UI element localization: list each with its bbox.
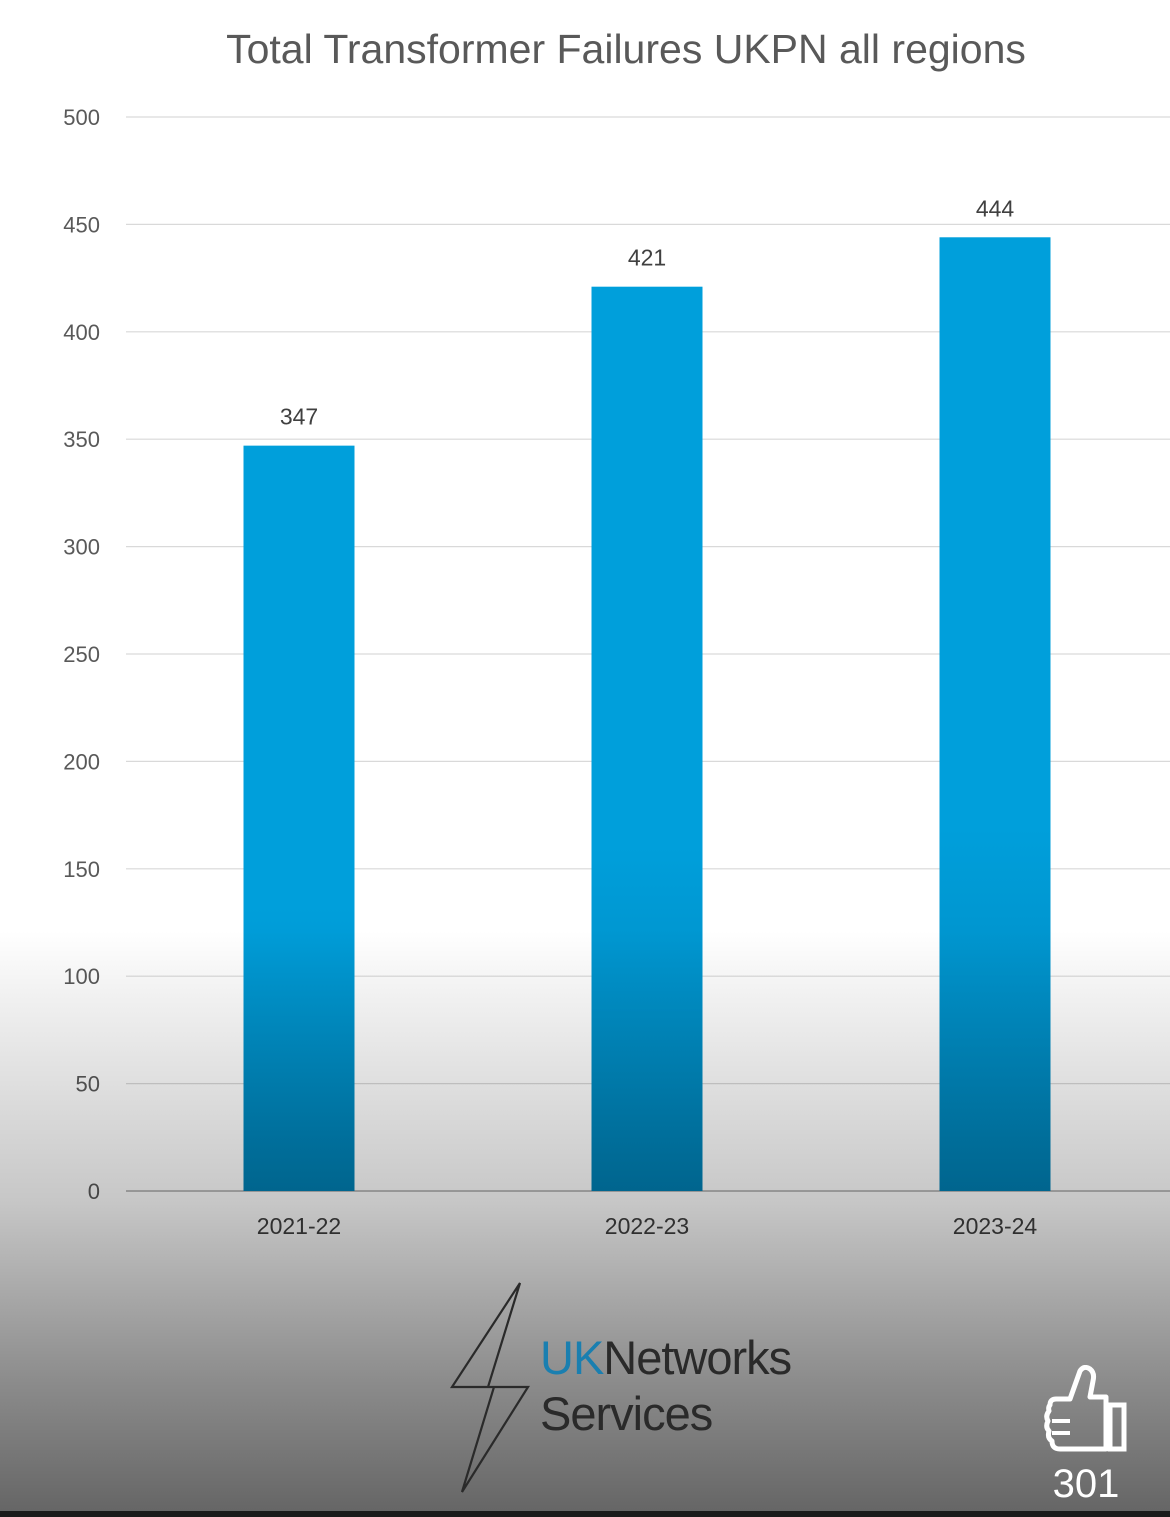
data-label-2021-22: 347 xyxy=(280,404,318,430)
y-tick-label-450: 450 xyxy=(63,212,100,237)
bar-2023-24 xyxy=(939,237,1051,1192)
brand-name-line2: Services xyxy=(540,1387,713,1440)
like-count: 301 xyxy=(1052,1462,1120,1506)
y-tick-label-150: 150 xyxy=(63,857,100,882)
bar-2021-22 xyxy=(243,445,355,1191)
bar-2022-23 xyxy=(591,286,703,1191)
y-tick-label-50: 50 xyxy=(76,1072,100,1097)
y-tick-label-250: 250 xyxy=(63,642,100,667)
data-label-2022-23: 421 xyxy=(628,245,666,271)
y-tick-label-500: 500 xyxy=(63,105,100,130)
x-tick-label-2022-23: 2022-23 xyxy=(605,1213,689,1239)
y-tick-label-300: 300 xyxy=(63,535,100,560)
y-tick-label-100: 100 xyxy=(63,964,100,989)
x-tick-label-2021-22: 2021-22 xyxy=(257,1213,341,1239)
brand-name-line1: UKNetworks xyxy=(540,1330,792,1385)
y-tick-label-0: 0 xyxy=(88,1179,100,1204)
y-tick-label-400: 400 xyxy=(63,320,100,345)
brand-uk: UK xyxy=(540,1331,604,1384)
thumbs-up-icon[interactable] xyxy=(1040,1365,1134,1455)
x-tick-label-2023-24: 2023-24 xyxy=(953,1213,1038,1239)
brand-networks: Networks xyxy=(603,1331,792,1384)
bar-chart: 0 50 100 150 200 250 300 350 400 450 500 347 2021-22… xyxy=(63,105,1170,1239)
data-label-2023-24: 444 xyxy=(976,195,1015,221)
y-tick-label-350: 350 xyxy=(63,427,100,452)
y-tick-label-200: 200 xyxy=(63,749,100,774)
labels: 0 50 100 150 200 250 300 350 400 450 500 347 2021-22… xyxy=(63,105,1037,1239)
bars xyxy=(243,237,1051,1192)
bottom-strip xyxy=(0,1511,1170,1517)
